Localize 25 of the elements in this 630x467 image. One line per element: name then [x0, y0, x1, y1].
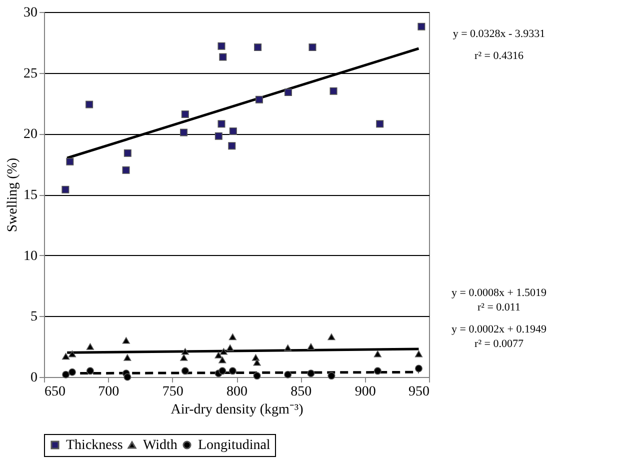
x-tick-label: 850 [290, 384, 312, 400]
x-tick-label: 750 [162, 384, 184, 400]
text: y = 0.0002x + 0.1949 [452, 324, 547, 336]
x-tick-label: 650 [44, 384, 66, 400]
y-axis-title: Swelling (%) [6, 158, 20, 232]
text: r² = 0.0077 [474, 338, 524, 350]
text: r² = 0.4316 [474, 50, 524, 62]
x-axis-title: Air-dry density (kgm⁻³) [170, 402, 304, 418]
text: y = 0.0008x + 1.5019 [452, 287, 547, 300]
y-tick-label: 0 [30, 370, 38, 386]
x-tick-label: 700 [98, 384, 120, 400]
y-tick-label: 30 [24, 6, 38, 20]
y-tick-label: 10 [24, 248, 38, 264]
legend-label: Longitudinal [198, 438, 270, 453]
text: r² = 0.011 [477, 302, 521, 314]
y-tick-label: 5 [30, 310, 38, 325]
y-tick-label: 15 [24, 188, 38, 203]
legend-label: Thickness [66, 438, 123, 453]
legend-label: Width [143, 438, 178, 453]
y-tick-label: 20 [24, 127, 38, 142]
y-tick-label: 25 [24, 66, 38, 82]
x-tick-label: 800 [226, 384, 248, 400]
x-tick-label: 900 [354, 384, 376, 400]
x-tick-label: 950 [408, 384, 430, 400]
text: y = 0.0328x - 3.9331 [452, 28, 546, 40]
